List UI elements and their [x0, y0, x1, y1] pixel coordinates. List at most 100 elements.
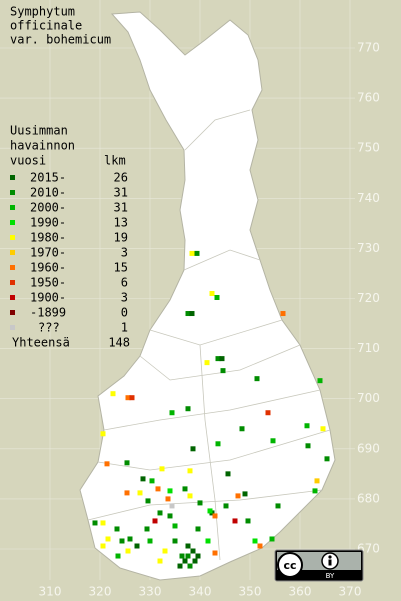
- legend-header: Uusimman: [10, 124, 68, 138]
- legend-header: vuosi: [10, 154, 46, 168]
- observation: [172, 538, 178, 544]
- observation: [235, 493, 241, 499]
- legend-label: 2015-: [30, 171, 66, 185]
- legend-label: 1990-: [30, 216, 66, 230]
- observation: [185, 553, 191, 559]
- legend-swatch: [10, 220, 15, 225]
- observation: [212, 513, 218, 519]
- observation: [280, 311, 286, 317]
- title-line: var. bohemicum: [10, 33, 111, 47]
- legend-label: 1970-: [30, 246, 66, 260]
- observation: [114, 526, 120, 532]
- legend-swatch: [10, 325, 15, 330]
- observation: [254, 376, 260, 382]
- observation: [159, 466, 165, 472]
- legend-count: 0: [121, 306, 128, 320]
- legend-swatch: [10, 250, 15, 255]
- legend-count: 13: [114, 216, 128, 230]
- north-label: 760: [357, 91, 380, 105]
- observation: [324, 456, 330, 462]
- badge-text: BY: [326, 572, 335, 580]
- observation: [314, 478, 320, 484]
- legend-swatch: [10, 175, 15, 180]
- east-label: 310: [39, 585, 62, 599]
- cc-icon: cc: [283, 559, 296, 572]
- north-label: 690: [357, 441, 380, 455]
- observation: [105, 536, 111, 542]
- observation: [169, 503, 175, 509]
- observation: [275, 503, 281, 509]
- legend-count: 1: [121, 321, 128, 335]
- observation: [179, 553, 185, 559]
- legend-count: 6: [121, 276, 128, 290]
- total-count: 148: [108, 336, 130, 350]
- observation: [124, 490, 130, 496]
- observation: [144, 526, 150, 532]
- observation: [137, 490, 143, 496]
- observation: [155, 486, 161, 492]
- legend-label: 1980-: [30, 231, 66, 245]
- observation: [100, 543, 106, 549]
- observation: [190, 548, 196, 554]
- legend-label: 1960-: [30, 261, 66, 275]
- license-badge: cc BY: [274, 549, 364, 582]
- legend-count: 15: [114, 261, 128, 275]
- observation: [125, 395, 131, 401]
- observation: [187, 493, 193, 499]
- observation: [119, 538, 125, 544]
- observation: [195, 526, 201, 532]
- legend-count: 26: [114, 171, 128, 185]
- legend-swatch: [10, 265, 15, 270]
- observation: [157, 510, 163, 516]
- observation: [225, 471, 231, 477]
- observation: [110, 391, 116, 397]
- legend-label: 2010-: [30, 186, 66, 200]
- observation: [270, 438, 276, 444]
- observation: [187, 468, 193, 474]
- observation: [185, 543, 191, 549]
- observation: [100, 431, 106, 437]
- observation: [167, 513, 173, 519]
- observation: [125, 548, 131, 554]
- observation: [165, 496, 171, 502]
- legend-swatch: [10, 295, 15, 300]
- observation: [252, 538, 258, 544]
- observation: [189, 250, 195, 256]
- observation: [157, 558, 163, 564]
- observation: [187, 563, 193, 569]
- legend-label: 2000-: [30, 201, 66, 215]
- north-label: 750: [357, 141, 380, 155]
- legend-header: havainnon: [10, 139, 75, 153]
- observation: [192, 558, 198, 564]
- east-label: 330: [139, 585, 162, 599]
- observation: [215, 356, 221, 362]
- north-label: 770: [357, 41, 380, 55]
- observation: [194, 250, 200, 256]
- legend-count: 3: [121, 291, 128, 305]
- north-label: 740: [357, 191, 380, 205]
- observation: [197, 500, 203, 506]
- east-label: 320: [89, 585, 112, 599]
- observation: [92, 520, 98, 526]
- observation: [185, 311, 191, 317]
- observation: [220, 368, 226, 374]
- observation: [140, 476, 146, 482]
- observation: [115, 553, 121, 559]
- observation: [147, 538, 153, 544]
- observation: [265, 410, 271, 416]
- total-label: Yhteensä: [12, 336, 70, 350]
- legend-count: 31: [114, 201, 128, 215]
- observation: [162, 548, 168, 554]
- east-label: 370: [339, 585, 362, 599]
- observation: [223, 503, 229, 509]
- observation: [104, 461, 110, 467]
- legend-swatch: [10, 235, 15, 240]
- observation: [215, 441, 221, 447]
- observation: [185, 406, 191, 412]
- observation: [149, 478, 155, 484]
- observation: [100, 520, 106, 526]
- legend-count: 3: [121, 246, 128, 260]
- observation: [214, 294, 220, 300]
- title-line: Symphytum: [10, 5, 75, 19]
- observation: [127, 536, 133, 542]
